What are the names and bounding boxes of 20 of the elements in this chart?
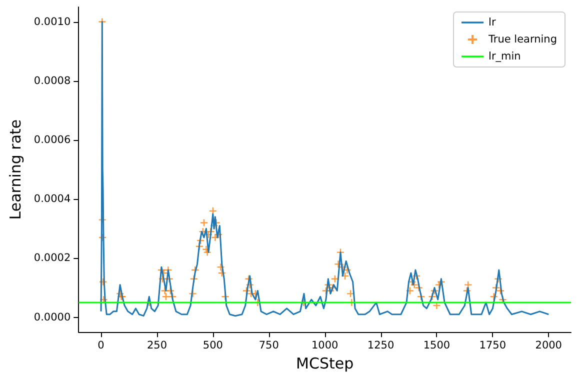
x-tick-label: 1000 bbox=[311, 340, 338, 352]
x-tick-label: 1250 bbox=[367, 340, 394, 352]
legend-label: lr bbox=[488, 16, 496, 28]
x-tick-label: 250 bbox=[146, 340, 167, 352]
x-tick-label: 1500 bbox=[423, 340, 450, 352]
y-tick-label: 0.0006 bbox=[34, 134, 71, 146]
y-tick-label: 0.0000 bbox=[34, 311, 71, 324]
x-tick-label: 1750 bbox=[479, 340, 506, 352]
y-tick-label: 0.0002 bbox=[34, 252, 71, 264]
x-axis-title: MCStep bbox=[296, 354, 354, 372]
y-tick-label: 0.0010 bbox=[34, 16, 71, 28]
legend-label: True learning bbox=[488, 34, 558, 46]
x-tick-label: 0 bbox=[98, 340, 104, 352]
y-tick-label: 0.0004 bbox=[34, 193, 71, 206]
legend-label: lr_min bbox=[488, 50, 521, 62]
x-tick-label: 500 bbox=[202, 340, 223, 352]
x-tick-label: 750 bbox=[258, 340, 279, 352]
x-tick-label: 2000 bbox=[535, 340, 562, 352]
y-tick-label: 0.0008 bbox=[34, 74, 71, 87]
y-axis-title: Learning rate bbox=[6, 119, 24, 220]
